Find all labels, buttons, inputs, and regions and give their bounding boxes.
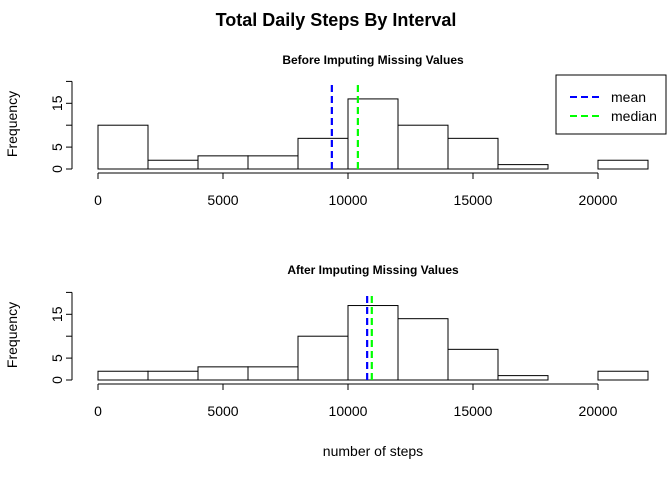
x-tick-label: 10000 — [329, 403, 368, 419]
histogram-bar — [147, 370, 199, 381]
bars-after — [97, 305, 649, 381]
legend-box — [555, 74, 667, 135]
histogram-bar — [197, 366, 249, 381]
panel-after: After Imputing Missing Values Frequency … — [4, 263, 649, 419]
histogram-bar — [297, 137, 349, 170]
histogram-bar — [347, 98, 399, 170]
histogram-bar — [397, 124, 449, 170]
figure-title: Total Daily Steps By Interval — [216, 10, 457, 30]
legend: mean median — [555, 74, 667, 135]
legend-mean-label: mean — [611, 89, 646, 105]
y-axis-label-before: Frequency — [4, 91, 20, 157]
x-axis-label: number of steps — [323, 443, 423, 459]
histogram-bar — [247, 155, 299, 170]
histogram-bar — [197, 155, 249, 170]
y-tick-label: 15 — [49, 306, 65, 322]
bars-before — [97, 98, 649, 170]
histogram-bar — [97, 124, 149, 170]
x-tick-label: 20000 — [579, 403, 618, 419]
x-tick-label: 0 — [94, 403, 102, 419]
histogram-bar — [97, 370, 149, 381]
y-axis-label-after: Frequency — [4, 302, 20, 368]
histogram-bar — [597, 370, 649, 381]
y-tick-label: 15 — [49, 95, 65, 111]
x-axis-after: 0 5000 10000 15000 20000 — [94, 383, 618, 419]
x-tick-label: 0 — [94, 192, 102, 208]
panel-before: Before Imputing Missing Values Frequency… — [4, 53, 667, 208]
histogram-bar — [497, 375, 549, 381]
histogram-bar — [397, 318, 449, 381]
y-tick-label: 5 — [49, 143, 65, 151]
histogram-bar — [447, 137, 499, 170]
y-tick-label: 5 — [49, 354, 65, 362]
panel-title-before: Before Imputing Missing Values — [282, 53, 464, 67]
x-tick-label: 5000 — [207, 192, 238, 208]
y-axis-after: 0 5 15 — [49, 291, 73, 384]
histogram-bar — [297, 335, 349, 381]
histogram-bar — [447, 348, 499, 381]
x-tick-label: 15000 — [454, 403, 493, 419]
histogram-bar — [497, 164, 549, 170]
histogram-bar — [247, 366, 299, 381]
histogram-bar — [347, 305, 399, 381]
y-tick-label: 0 — [49, 376, 65, 384]
x-tick-label: 20000 — [579, 192, 618, 208]
legend-median-label: median — [611, 108, 657, 124]
x-tick-label: 10000 — [329, 192, 368, 208]
y-tick-label: 0 — [49, 165, 65, 173]
x-tick-label: 5000 — [207, 403, 238, 419]
histogram-bar — [147, 159, 199, 170]
x-tick-label: 15000 — [454, 192, 493, 208]
stat-lines-after — [366, 294, 373, 380]
stat-lines-before — [330, 83, 359, 169]
panel-title-after: After Imputing Missing Values — [287, 263, 459, 277]
histogram-bar — [597, 159, 649, 170]
x-axis-before: 0 5000 10000 15000 20000 — [94, 172, 618, 208]
y-axis-before: 0 5 15 — [49, 80, 73, 173]
